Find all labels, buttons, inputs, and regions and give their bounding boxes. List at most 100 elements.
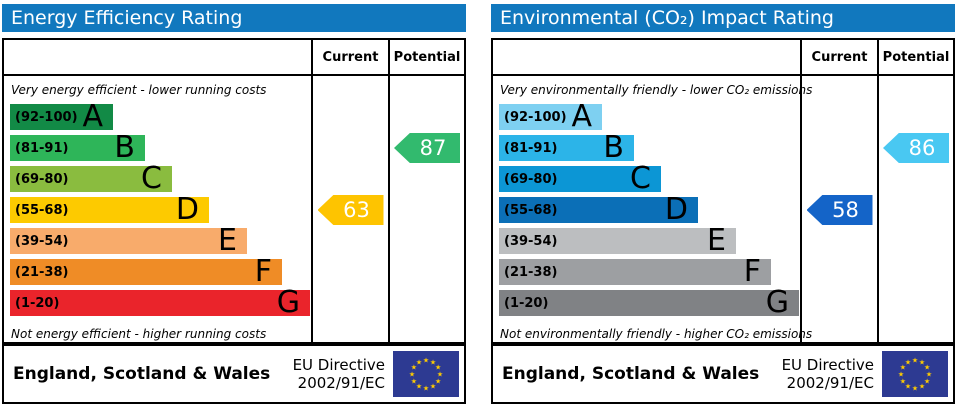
svg-text:★: ★ [900, 378, 906, 386]
svg-text:★: ★ [919, 358, 925, 366]
band-range-label: (55-68) [15, 202, 69, 218]
column-header-row: Current Potential [493, 40, 953, 76]
eu-flag-icon: ★ ★ ★★ ★★ ★★ ★★ ★★ [882, 351, 948, 397]
eu-directive-line2: 2002/91/EC [297, 374, 385, 392]
energy-panel-title: Energy Efficiency Rating [2, 4, 466, 32]
svg-text:★: ★ [919, 383, 925, 391]
band-e: (39-54) E [10, 226, 247, 256]
svg-text:★: ★ [435, 364, 441, 372]
footer-bar: England, Scotland & Wales EU Directive 2… [2, 344, 466, 404]
band-c: (69-80) C [10, 161, 172, 196]
svg-text:★: ★ [437, 371, 443, 379]
band-letter: E [707, 223, 726, 258]
svg-text:★: ★ [430, 358, 436, 366]
band-letter: D [664, 192, 688, 227]
current-rating-value: 58 [832, 198, 859, 222]
band-letter: D [175, 192, 199, 227]
band-letter: A [82, 99, 103, 134]
band-scale: Very energy efficient - lower running co… [4, 76, 311, 342]
footer-bar: England, Scotland & Wales EU Directive 2… [491, 344, 955, 404]
current-column: 63 [311, 76, 388, 342]
band-f: (21-38) F [499, 254, 771, 289]
svg-text:★: ★ [912, 357, 918, 365]
column-header-row: Current Potential [4, 40, 464, 76]
potential-column: 86 [877, 76, 953, 342]
band-range-label: (81-91) [504, 140, 558, 156]
band-letter: F [254, 254, 272, 289]
eu-directive-line1: EU Directive [292, 356, 385, 374]
svg-text:★: ★ [905, 383, 911, 391]
band-range-label: (81-91) [15, 140, 69, 156]
band-letter: F [743, 254, 761, 289]
chart-body: Very energy efficient - lower running co… [4, 76, 464, 342]
eu-directive-label: EU Directive 2002/91/EC [782, 356, 874, 392]
band-a: (92-100) A [10, 99, 113, 134]
band-b: (81-91) B [499, 130, 634, 165]
potential-rating-value: 87 [419, 136, 447, 160]
svg-text:★: ★ [926, 371, 932, 379]
eu-directive-line2: 2002/91/EC [786, 374, 874, 392]
band-range-label: (69-80) [15, 171, 69, 187]
current-column: 58 [800, 76, 877, 342]
top-note: Very energy efficient - lower running co… [11, 83, 267, 97]
band-g: (1-20) G [499, 285, 799, 320]
band-range-label: (69-80) [504, 171, 558, 187]
potential-rating-arrow: 87 [394, 133, 460, 163]
energy-rating-chart: Current Potential Very energy efficient … [2, 38, 466, 344]
band-d: (55-68) D [499, 192, 698, 227]
band-d: (55-68) D [10, 192, 209, 227]
band-letter: G [765, 285, 789, 320]
bottom-note: Not energy efficient - higher running co… [11, 327, 267, 341]
current-rating-arrow: 58 [806, 195, 873, 225]
svg-text:★: ★ [430, 383, 436, 391]
band-range-label: (21-38) [15, 264, 69, 280]
chart-body: Very environmentally friendly - lower CO… [493, 76, 953, 342]
current-column-header: Current [800, 40, 877, 74]
current-column-header: Current [311, 40, 388, 74]
band-c: (69-80) C [499, 161, 661, 196]
potential-column-header: Potential [388, 40, 464, 74]
potential-rating-arrow: 86 [883, 133, 949, 163]
svg-text:★: ★ [924, 364, 930, 372]
band-range-label: (39-54) [15, 233, 69, 249]
svg-text:★: ★ [411, 364, 417, 372]
eu-flag-icon: ★ ★ ★★ ★★ ★★ ★★ ★★ [393, 351, 459, 397]
band-range-label: (39-54) [504, 233, 558, 249]
band-range-label: (92-100) [15, 109, 78, 125]
svg-text:★: ★ [912, 385, 918, 393]
potential-column: 87 [388, 76, 464, 342]
svg-text:★: ★ [900, 364, 906, 372]
eu-directive-label: EU Directive 2002/91/EC [293, 356, 385, 392]
band-range-label: (21-38) [504, 264, 558, 280]
svg-text:★: ★ [411, 378, 417, 386]
band-letter: C [141, 161, 162, 196]
svg-text:★: ★ [423, 385, 429, 393]
band-range-label: (92-100) [504, 109, 567, 125]
band-e: (39-54) E [499, 223, 736, 258]
band-letter: B [603, 130, 624, 165]
svg-text:★: ★ [898, 371, 904, 379]
svg-text:★: ★ [409, 371, 415, 379]
band-letter: C [630, 161, 651, 196]
header-spacer-cell [4, 40, 311, 74]
potential-rating-value: 86 [908, 136, 936, 160]
band-letter: B [114, 130, 135, 165]
band-scale: Very environmentally friendly - lower CO… [493, 76, 813, 342]
svg-text:★: ★ [905, 358, 911, 366]
svg-text:★: ★ [416, 383, 422, 391]
band-letter: A [571, 99, 592, 134]
svg-text:★: ★ [435, 378, 441, 386]
co2-panel-title: Environmental (CO₂) Impact Rating [491, 4, 955, 32]
svg-text:★: ★ [924, 378, 930, 386]
band-b: (81-91) B [10, 130, 145, 165]
band-letter: G [276, 285, 300, 320]
potential-column-header: Potential [877, 40, 953, 74]
svg-text:★: ★ [423, 357, 429, 365]
band-g: (1-20) G [10, 285, 310, 320]
band-range-label: (1-20) [15, 295, 60, 311]
band-range-label: (55-68) [504, 202, 558, 218]
environmental-impact-panel: Environmental (CO₂) Impact Rating Curren… [491, 4, 955, 404]
top-note: Very environmentally friendly - lower CO… [500, 83, 813, 97]
co2-rating-chart: Current Potential Very environmentally f… [491, 38, 955, 344]
